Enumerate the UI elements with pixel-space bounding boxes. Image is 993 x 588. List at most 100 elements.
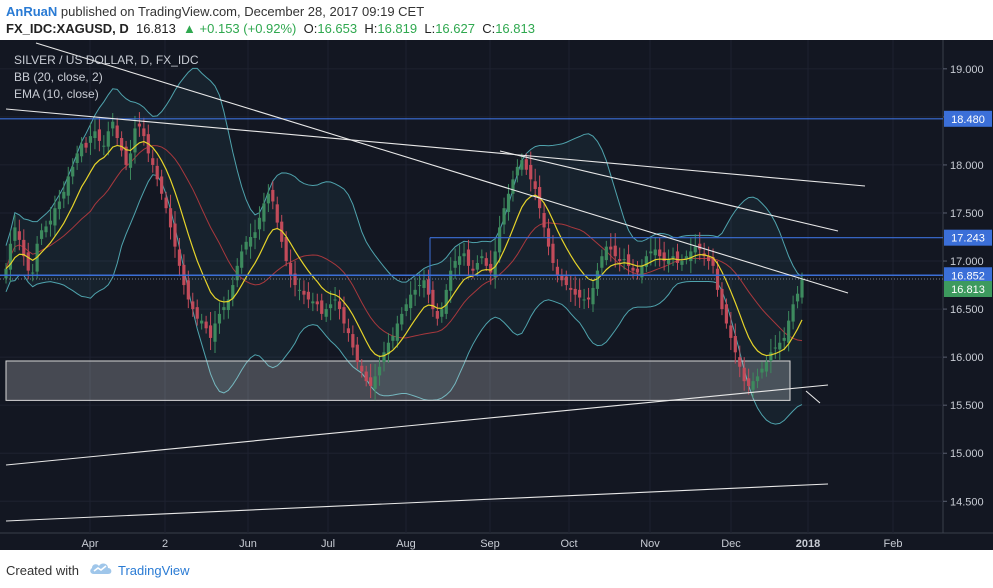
trendline[interactable] <box>35 42 849 294</box>
candle-body <box>658 249 662 257</box>
candle-body <box>564 276 568 286</box>
candle-body <box>586 297 591 300</box>
candle-body <box>626 254 631 266</box>
candle-body <box>466 249 471 266</box>
candle-body <box>320 300 324 314</box>
candle-body <box>493 251 497 278</box>
candle-body <box>222 307 226 311</box>
price-tag-label: 16.813 <box>951 284 985 296</box>
candle-body <box>760 368 764 373</box>
candle-body <box>311 301 315 304</box>
ema-line <box>5 140 803 358</box>
candle-body <box>791 304 795 322</box>
trendlines[interactable] <box>5 42 866 522</box>
candle-body <box>262 203 266 222</box>
candle-body <box>653 249 657 256</box>
legend-ema[interactable]: EMA (10, close) <box>14 87 99 101</box>
tradingview-cloud-icon[interactable] <box>88 560 114 576</box>
candle-body <box>13 227 17 241</box>
candle-body <box>93 131 97 139</box>
candle-body <box>297 289 302 291</box>
candle-body <box>120 138 124 151</box>
horizontal-levels[interactable] <box>0 118 943 294</box>
candle-body <box>582 299 586 301</box>
candle-body <box>502 208 506 225</box>
candle-body <box>333 299 337 301</box>
candle-body <box>569 287 573 290</box>
candle-body <box>729 325 733 338</box>
last-price: 16.813 <box>136 21 176 36</box>
candle-body <box>733 335 737 353</box>
candle-body <box>377 366 382 376</box>
candle-body <box>453 261 457 268</box>
price-tick-label: 19.000 <box>950 64 984 76</box>
high-label: H: <box>364 21 378 36</box>
candle-body <box>177 249 182 266</box>
candle-body <box>386 342 391 355</box>
candle-body <box>604 246 608 261</box>
trendline[interactable] <box>5 384 829 466</box>
candle-body <box>217 313 222 324</box>
candle-body <box>337 301 342 310</box>
trendline[interactable] <box>5 108 866 187</box>
candle-body <box>764 361 769 372</box>
candle-body <box>529 164 533 180</box>
support-zone[interactable] <box>5 360 791 401</box>
time-tick-label: Nov <box>640 538 660 550</box>
candle-body <box>84 142 88 148</box>
candle-body <box>707 256 711 262</box>
price-tag-bg <box>944 110 992 127</box>
candle-body <box>173 223 177 247</box>
price-tick-label: 16.500 <box>950 304 984 316</box>
price-tick-label: 18.000 <box>950 160 984 172</box>
trendline[interactable] <box>5 483 829 522</box>
candle-body <box>266 193 270 204</box>
candle-body <box>769 352 773 361</box>
candle-body <box>666 259 671 264</box>
candle-body <box>675 251 680 263</box>
chart-canvas[interactable]: 19.00018.50018.00017.50017.00016.50016.0… <box>0 40 993 550</box>
price-tick-label: 15.500 <box>950 400 984 412</box>
candle-body <box>426 279 431 295</box>
candle-body <box>409 294 413 309</box>
time-tick-label: Sep <box>480 538 500 550</box>
candle-body <box>44 226 48 233</box>
time-axis[interactable]: Apr 2 Jun Jul Aug Sep Oct Nov Dec 2018 Feb <box>81 538 902 550</box>
candle-body <box>235 265 239 281</box>
candle-body <box>417 285 422 287</box>
candle-body <box>195 307 199 319</box>
candle-body <box>373 376 377 389</box>
candle-body <box>773 347 777 349</box>
candle-body <box>360 365 364 372</box>
close-label: C: <box>482 21 496 36</box>
candle-body <box>404 304 408 312</box>
legend: SILVER / US DOLLAR, D, FX_IDC BB (20, cl… <box>14 53 199 101</box>
trendline[interactable] <box>499 150 839 232</box>
candle-body <box>524 159 528 170</box>
bb-upper <box>5 67 803 283</box>
candle-body <box>39 230 44 239</box>
candle-body <box>515 166 519 176</box>
trendline[interactable] <box>805 390 821 404</box>
candle-body <box>106 131 110 147</box>
candle-body <box>782 337 786 341</box>
legend-bb[interactable]: BB (20, close, 2) <box>14 70 103 84</box>
price-chart[interactable]: 19.00018.50018.00017.50017.00016.50016.0… <box>0 40 993 550</box>
candle-body <box>591 287 595 305</box>
author-link[interactable]: AnRuaN <box>6 4 58 19</box>
candle-body <box>329 304 333 309</box>
candle-body <box>133 128 137 153</box>
symbol-name: FX_IDC:XAGUSD, D <box>6 21 129 36</box>
candle-body <box>520 160 524 170</box>
arrow-up-icon: ▲ <box>183 21 196 36</box>
support-zone-rect[interactable] <box>5 360 791 401</box>
candle-body <box>124 146 128 165</box>
candle-body <box>8 243 13 270</box>
candle-body <box>600 256 604 268</box>
time-tick-label: Aug <box>396 538 416 550</box>
candle-body <box>200 320 204 324</box>
candle-body <box>689 251 693 262</box>
candle-body <box>684 256 688 260</box>
footer-brand-link[interactable]: TradingView <box>118 563 190 578</box>
candle-body <box>284 237 288 262</box>
